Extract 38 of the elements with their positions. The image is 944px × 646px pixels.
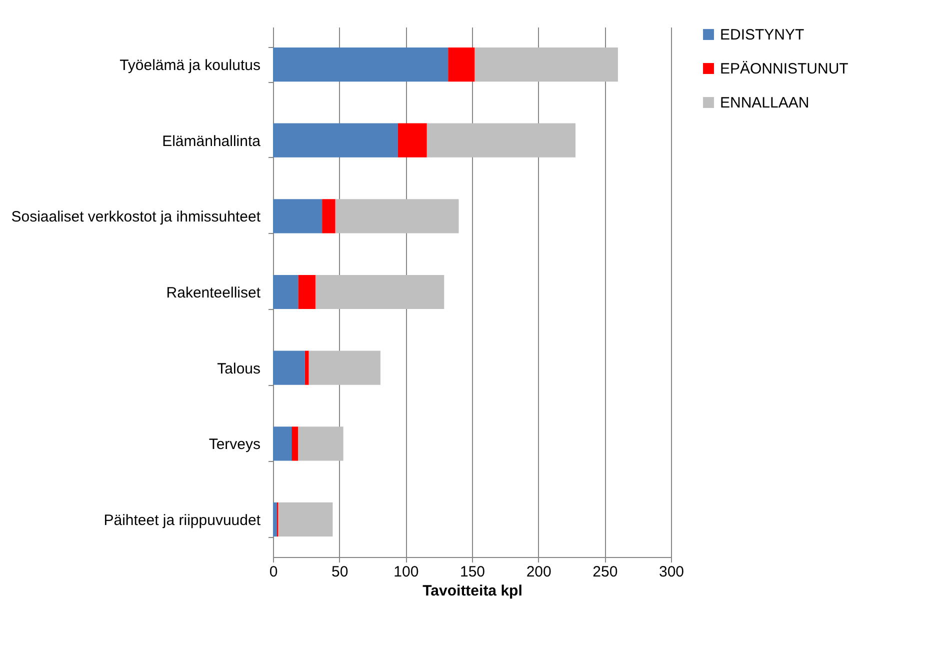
y-tick-label: Rakenteelliset [166, 284, 262, 302]
legend-label: EDISTYNYT [720, 26, 804, 44]
bar [273, 123, 398, 158]
y-tick-label: Talous [217, 360, 260, 378]
bar [292, 426, 298, 461]
bar [278, 502, 333, 537]
bar [426, 123, 576, 158]
legend-label: EPÄONNISTUNUT [720, 60, 848, 78]
bar [304, 350, 309, 385]
x-tick-label: 150 [460, 564, 486, 580]
x-tick-label: 200 [526, 564, 552, 580]
bar [273, 350, 305, 385]
x-tick-label: 250 [592, 564, 618, 580]
bar [273, 199, 322, 234]
x-tick-label: 50 [331, 564, 348, 580]
bar [474, 47, 618, 82]
bar [273, 47, 448, 82]
bar [315, 274, 444, 310]
bar [308, 350, 380, 385]
y-tick-label: Työelämä ja koulutus [120, 57, 260, 74]
bar [273, 274, 298, 310]
bar [322, 199, 336, 234]
x-tick-label: 100 [394, 564, 419, 580]
bar [398, 123, 427, 158]
bar [273, 426, 292, 461]
x-tick-label: 0 [269, 564, 278, 580]
x-tick-label: 300 [658, 564, 684, 580]
bar [448, 47, 475, 82]
bar [273, 502, 277, 537]
y-tick-label: Sosiaaliset verkkostot ja ihmissuhteet [11, 208, 262, 226]
bar [298, 274, 316, 310]
legend-label: ENNALLAAN [720, 94, 810, 112]
bar [335, 199, 459, 234]
bar [298, 426, 344, 461]
y-tick-label: Päihteet ja riippuvuudet [104, 512, 262, 529]
y-tick-label: Elämänhallinta [162, 132, 262, 150]
x-axis-title: Tavoitteita kpl [422, 582, 522, 600]
y-tick-label: Terveys [208, 436, 260, 454]
